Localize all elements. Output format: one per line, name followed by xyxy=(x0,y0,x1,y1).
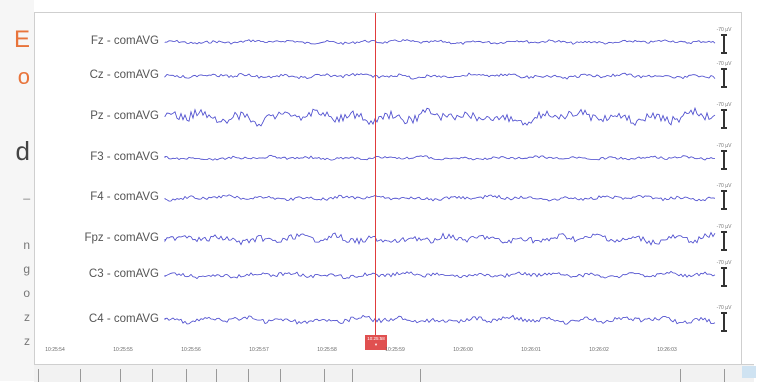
eeg-trace-line xyxy=(164,39,716,45)
scale-label: -70 µV xyxy=(716,61,732,67)
scale-bar-icon xyxy=(721,34,727,54)
scale-bar-icon xyxy=(721,150,727,170)
cursor-marker-glyph: ▾ xyxy=(374,342,378,347)
scale-label: -70 µV xyxy=(716,27,732,33)
timeline-scrollbar[interactable] xyxy=(34,364,754,382)
eeg-trace-line xyxy=(164,270,716,280)
time-axis-label: 10:26:00 xyxy=(453,347,473,353)
channel-label[interactable]: Fpz - comAVG xyxy=(84,232,159,244)
left-strip-char: z xyxy=(24,334,30,348)
eeg-viewer[interactable]: Fz - comAVG Cz - comAVG Pz - comAVG F3 - co… xyxy=(34,12,742,366)
time-axis-label: 10:25:58 xyxy=(317,347,337,353)
eeg-trace-line xyxy=(164,231,716,246)
time-axis-label: 10:25:55 xyxy=(113,347,133,353)
scale-label: -70 µV xyxy=(716,143,732,149)
timeline-segment xyxy=(152,369,153,382)
timeline-segment xyxy=(120,369,121,382)
left-strip-char: o xyxy=(17,64,30,89)
left-strip-char: _ xyxy=(23,186,30,200)
eeg-trace-line xyxy=(164,194,716,202)
eeg-trace-line xyxy=(164,154,716,161)
timeline-segment xyxy=(80,369,81,382)
scale-bar-icon xyxy=(721,190,727,210)
eeg-traces xyxy=(164,39,716,325)
time-cursor-line[interactable] xyxy=(375,13,376,343)
channel-label[interactable]: F4 - comAVG xyxy=(90,191,159,203)
time-axis-label: 10:25:59 xyxy=(385,347,405,353)
timeline-segment xyxy=(420,369,421,382)
cursor-time-badge[interactable]: 10:25:58 ▾ xyxy=(365,335,387,350)
timeline-segment xyxy=(352,369,353,382)
eeg-trace-line xyxy=(164,314,716,325)
time-axis-label: 10:26:02 xyxy=(589,347,609,353)
timeline-segment xyxy=(216,369,217,382)
channel-label[interactable]: C3 - comAVG xyxy=(88,268,159,280)
scale-bar-icon xyxy=(721,109,727,129)
scale-label: -70 µV xyxy=(716,260,732,266)
timeline-segment xyxy=(38,369,39,382)
scale-bar-icon xyxy=(721,231,727,251)
channel-label[interactable]: Pz - comAVG xyxy=(90,110,159,122)
left-panel-strip: E o d _ n g o z z xyxy=(0,0,34,381)
channel-label[interactable]: Cz - comAVG xyxy=(89,69,159,81)
left-strip-char: E xyxy=(13,26,30,53)
timeline-segment xyxy=(186,369,187,382)
left-strip-char: z xyxy=(24,310,30,324)
channel-label[interactable]: F3 - comAVG xyxy=(90,151,159,163)
eeg-trace-line xyxy=(164,106,716,127)
corner-toggle-button[interactable] xyxy=(742,366,756,378)
time-axis-label: 10:25:57 xyxy=(249,347,269,353)
scale-label: -70 µV xyxy=(716,224,732,230)
timeline-segment xyxy=(724,369,725,382)
left-strip-char: n xyxy=(23,238,30,252)
timeline-segment xyxy=(280,369,281,382)
timeline-segment xyxy=(680,369,681,382)
time-axis-label: 10:25:54 xyxy=(45,347,65,353)
timeline-segment xyxy=(324,369,325,382)
cursor-time-text: 10:25:58 xyxy=(367,336,385,341)
scale-bar-icon xyxy=(721,68,727,88)
channel-label[interactable]: C4 - comAVG xyxy=(88,313,159,325)
left-strip-char: d xyxy=(15,136,30,166)
scale-label: -70 µV xyxy=(716,305,732,311)
time-axis-label: 10:26:03 xyxy=(657,347,677,353)
timeline-segment xyxy=(248,369,249,382)
eeg-trace-line xyxy=(164,72,716,80)
left-strip-char: g xyxy=(23,262,30,276)
scale-bar-icon xyxy=(721,267,727,287)
time-axis-label: 10:25:56 xyxy=(181,347,201,353)
scale-bar-icon xyxy=(721,312,727,332)
time-axis-label: 10:26:01 xyxy=(521,347,541,353)
scale-label: -70 µV xyxy=(716,102,732,108)
scale-label: -70 µV xyxy=(716,183,732,189)
channel-label[interactable]: Fz - comAVG xyxy=(90,35,159,47)
left-strip-char: o xyxy=(23,286,30,300)
